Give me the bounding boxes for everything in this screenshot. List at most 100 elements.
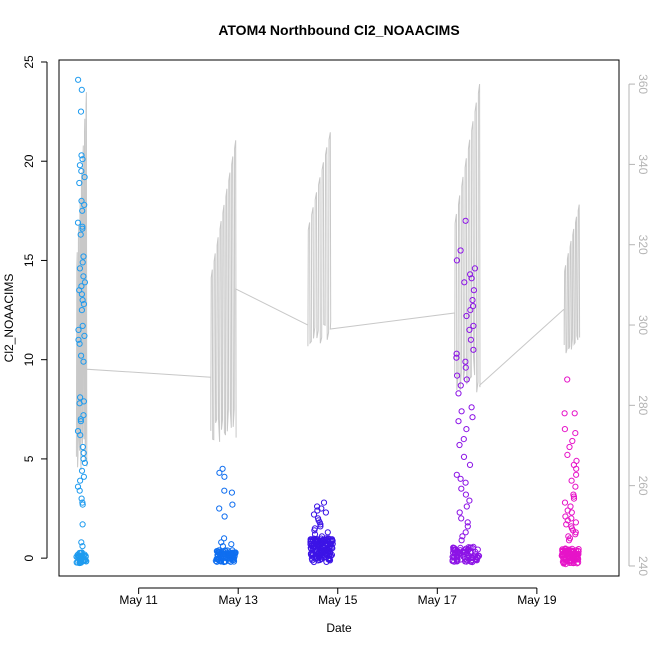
data-point	[79, 207, 86, 214]
data-point	[81, 174, 88, 181]
secondary-line	[75, 84, 581, 471]
data-point	[468, 404, 475, 411]
data-point	[462, 491, 469, 498]
data-point	[81, 201, 88, 208]
data-point	[74, 483, 82, 490]
y2-tick-label: 260	[636, 476, 650, 496]
data-point	[463, 426, 470, 433]
data-point	[80, 253, 87, 260]
data-point	[79, 225, 86, 232]
data-point	[458, 515, 465, 522]
x-tick-label: May 17	[418, 593, 458, 607]
data-point	[572, 430, 579, 437]
data-point	[80, 455, 87, 462]
data-point	[221, 487, 228, 494]
data-point	[457, 475, 464, 482]
data-point	[460, 436, 467, 443]
y-axis-left: 0 5 10 15 20 25	[22, 55, 48, 561]
y-tick-label: 15	[22, 253, 36, 267]
data-point	[463, 312, 470, 320]
data-point	[462, 479, 469, 486]
data-point	[459, 533, 466, 540]
x-axis-label: Date	[326, 621, 352, 635]
data-point	[561, 559, 568, 566]
data-point	[214, 553, 221, 560]
data-point	[567, 503, 574, 510]
data-point	[572, 483, 579, 490]
data-point	[310, 540, 317, 547]
x-axis: May 11 May 13 May 15 May 17 May 19	[119, 587, 557, 607]
data-point	[467, 549, 474, 556]
data-point	[76, 487, 83, 494]
data-point	[80, 473, 88, 480]
data-point	[566, 443, 573, 451]
data-point	[79, 322, 86, 329]
data-point	[574, 560, 581, 567]
data-point	[216, 505, 223, 512]
data-point	[467, 336, 474, 343]
data-point	[229, 501, 236, 508]
data-point	[312, 543, 319, 551]
data-point	[75, 326, 82, 333]
data-point	[218, 539, 225, 546]
data-point	[568, 477, 575, 484]
data-point	[322, 509, 329, 516]
data-point	[315, 543, 322, 550]
data-point	[216, 469, 223, 476]
data-point	[453, 350, 460, 357]
data-point	[79, 156, 86, 163]
data-point	[467, 307, 474, 314]
data-point	[78, 152, 85, 159]
data-point	[464, 519, 471, 526]
data-point	[317, 523, 324, 530]
x-tick-label: May 13	[219, 593, 259, 607]
data-point	[316, 556, 323, 564]
data-point	[569, 437, 576, 445]
data-point	[78, 168, 85, 175]
data-point	[79, 543, 86, 550]
data-point	[76, 400, 83, 407]
data-point	[220, 558, 228, 566]
data-point	[470, 322, 477, 329]
data-point	[324, 529, 331, 536]
data-point	[77, 418, 85, 425]
data-point	[79, 223, 86, 230]
data-point	[463, 503, 470, 510]
data-point	[81, 459, 89, 466]
data-point	[80, 449, 87, 457]
data-point	[77, 477, 84, 484]
data-point	[79, 443, 87, 451]
data-point	[326, 556, 333, 563]
data-point	[451, 545, 458, 552]
data-point	[453, 257, 460, 264]
data-point	[469, 414, 476, 421]
data-point	[77, 432, 84, 439]
data-point	[470, 287, 477, 294]
data-point	[309, 537, 317, 544]
y-tick-label: 25	[22, 55, 36, 69]
data-point	[460, 453, 468, 460]
data-point	[462, 364, 469, 371]
y-axis-label: Cl2_NOAACIMS	[2, 274, 16, 363]
data-point	[320, 499, 328, 506]
data-point	[573, 465, 580, 472]
data-point	[462, 358, 469, 365]
data-point	[571, 410, 578, 417]
data-point	[76, 162, 84, 169]
data-point	[80, 358, 87, 365]
data-point	[73, 559, 80, 566]
data-point	[81, 279, 89, 286]
data-point	[465, 546, 472, 553]
data-point	[456, 550, 463, 558]
x-tick-label: May 11	[119, 593, 158, 607]
series-3	[307, 499, 336, 566]
data-point	[78, 307, 86, 314]
data-point	[78, 539, 85, 546]
data-point	[561, 426, 569, 433]
series-1	[73, 76, 90, 567]
data-point	[565, 537, 573, 544]
plot-frame	[58, 59, 620, 577]
data-point	[466, 461, 474, 468]
data-point	[453, 354, 460, 361]
